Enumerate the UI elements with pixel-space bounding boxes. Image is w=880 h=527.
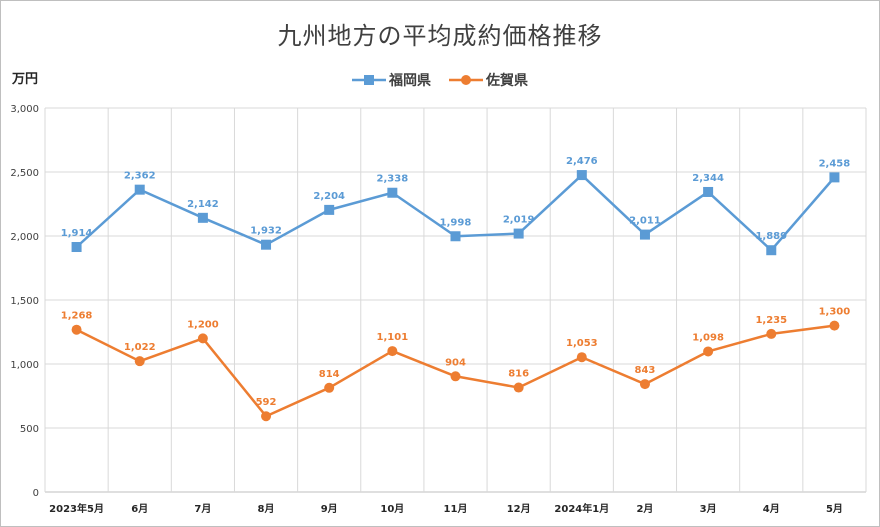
x-tick-label: 8月 [258,503,275,515]
x-tick-label: 2024年1月 [554,502,609,515]
data-label: 1,098 [692,332,724,343]
x-tick-label: 3月 [700,503,717,515]
data-point-square [261,239,272,250]
legend-label-fukuoka: 福岡県 [389,73,431,89]
data-label: 1,235 [755,315,787,326]
data-label: 1,053 [566,338,598,349]
data-point-circle [639,379,650,390]
x-tick-label: 11月 [444,503,468,515]
data-point-square [576,170,587,181]
data-label: 1,998 [440,217,472,228]
data-point-circle [450,371,461,382]
legend: 福岡県 佐賀県 [0,70,880,90]
data-label: 814 [319,369,340,380]
y-tick-label: 1,500 [10,296,39,307]
data-label: 1,022 [124,342,156,353]
data-label: 2,011 [629,216,661,227]
legend-item-fukuoka: 福岡県 [352,70,431,90]
data-point-circle [134,356,145,367]
data-label: 592 [256,397,277,408]
data-point-square [450,231,461,242]
data-point-circle [766,328,777,339]
data-point-square [71,242,82,253]
data-label: 2,362 [124,171,156,182]
y-tick-label: 2,000 [10,232,39,243]
data-label: 2,458 [819,158,851,169]
data-point-square [766,245,777,256]
data-label: 816 [508,369,529,380]
x-tick-label: 12月 [507,503,531,515]
y-tick-label: 2,500 [10,168,39,179]
data-label: 1,914 [61,228,93,239]
data-label: 904 [445,357,466,368]
y-tick-label: 3,000 [10,104,39,115]
x-tick-label: 2月 [636,503,653,515]
data-label: 1,300 [819,307,851,318]
legend-circle-marker-icon [449,75,483,85]
data-point-circle [829,320,840,331]
y-axis-unit-label: 万円 [12,72,39,87]
data-point-circle [576,352,587,363]
data-point-circle [703,346,714,357]
data-point-circle [261,411,272,422]
data-point-square [387,187,398,198]
data-label: 2,344 [692,173,724,184]
x-tick-label: 7月 [194,503,211,515]
x-tick-label: 2023年5月 [49,502,104,515]
y-tick-label: 500 [20,424,39,435]
data-point-square [703,186,714,197]
x-tick-label: 6月 [131,503,148,515]
data-label: 1,932 [250,226,282,237]
data-point-circle [324,382,335,393]
data-point-circle [71,324,82,335]
data-label: 1,889 [755,231,787,242]
data-point-square [324,204,335,215]
x-tick-label: 5月 [826,503,843,515]
data-label: 2,142 [187,199,219,210]
data-point-circle [387,346,398,357]
legend-square-marker-icon [352,75,386,85]
data-label: 2,476 [566,156,598,167]
data-point-square [829,172,840,183]
data-point-square [197,212,208,223]
data-point-circle [197,333,208,344]
legend-label-saga: 佐賀県 [486,73,528,89]
data-point-circle [513,382,524,393]
data-point-square [134,184,145,195]
data-label: 1,268 [61,311,93,322]
data-label: 843 [635,365,656,376]
legend-item-saga: 佐賀県 [449,70,528,90]
x-tick-label: 4月 [763,503,780,515]
x-tick-label: 9月 [321,503,338,515]
y-tick-label: 1,000 [10,360,39,371]
data-point-square [513,228,524,239]
data-point-square [639,229,650,240]
data-label: 2,019 [503,215,535,226]
data-label: 2,204 [313,191,345,202]
chart-title: 九州地方の平均成約価格推移 [277,22,603,50]
y-tick-label: 0 [33,488,39,499]
data-label: 2,338 [377,174,409,185]
x-tick-label: 10月 [380,503,404,515]
data-label: 1,200 [187,319,219,330]
data-label: 1,101 [377,332,409,343]
